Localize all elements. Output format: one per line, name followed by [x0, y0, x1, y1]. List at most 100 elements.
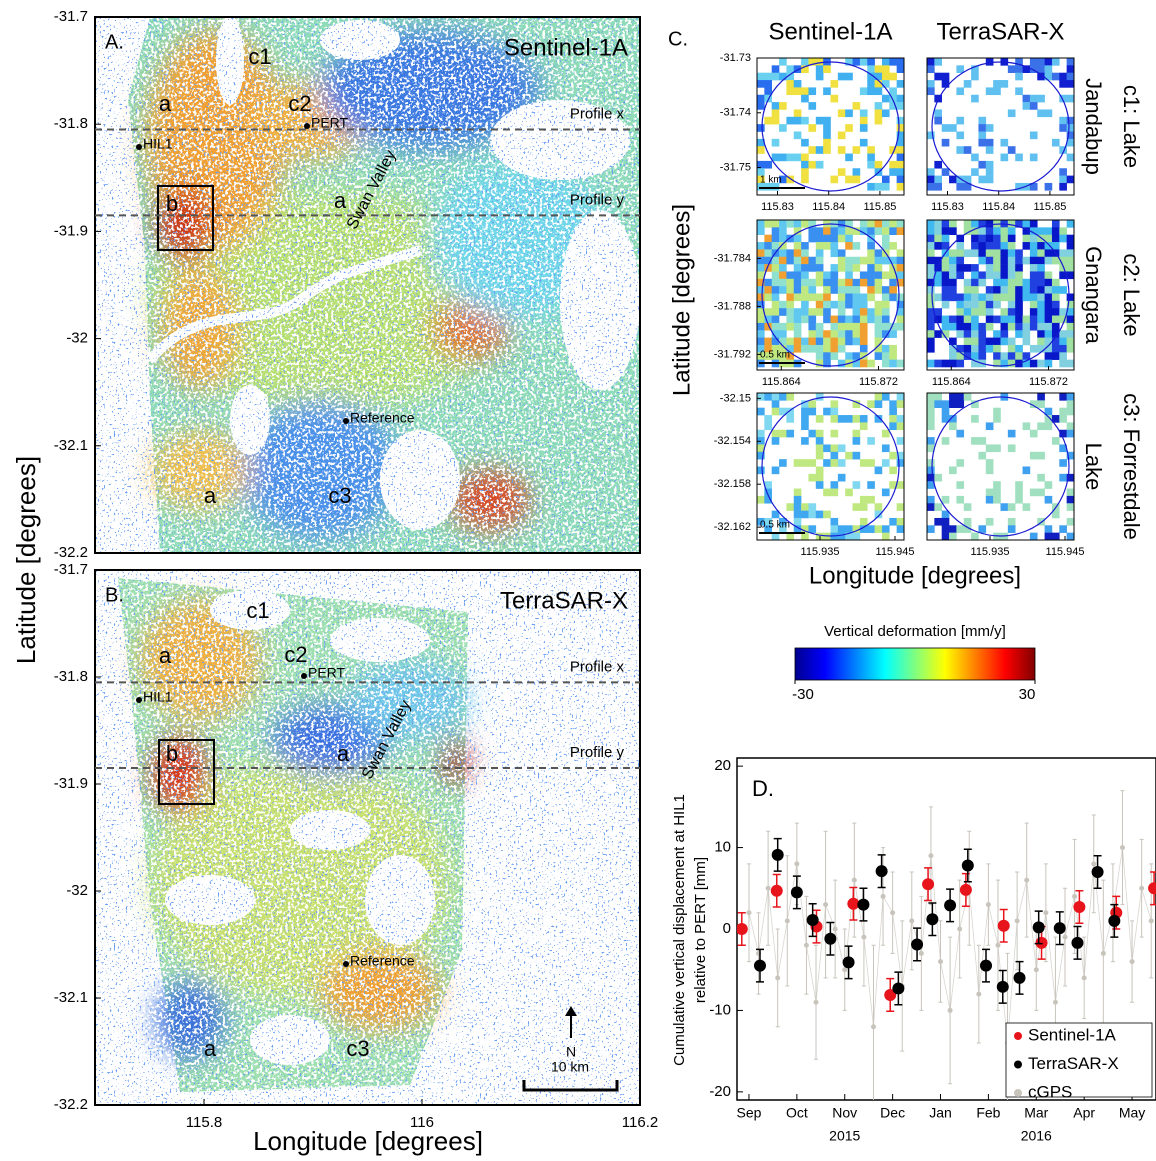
pixel	[985, 264, 994, 272]
pixel	[779, 256, 787, 265]
pixel	[927, 227, 935, 235]
pixel	[793, 264, 802, 272]
pixel	[830, 242, 839, 250]
pixel	[1066, 407, 1075, 416]
pixel	[830, 481, 839, 489]
pixel	[1007, 65, 1016, 73]
pixel	[867, 65, 875, 73]
pixel	[985, 271, 994, 280]
pixel	[1007, 220, 1016, 228]
pixel	[779, 220, 787, 228]
pixel	[881, 227, 890, 235]
pixel	[896, 459, 905, 467]
pixel	[764, 344, 772, 353]
pixel	[941, 407, 950, 416]
point	[875, 865, 888, 878]
pixel	[874, 393, 883, 401]
pixel	[963, 227, 972, 235]
pixel	[881, 330, 890, 338]
pixel	[757, 315, 765, 324]
pixel	[1029, 532, 1038, 541]
pixel	[896, 80, 905, 88]
pixel	[1037, 94, 1045, 103]
pixel	[823, 234, 831, 243]
pixel	[985, 249, 994, 258]
pixel	[1059, 407, 1067, 416]
x-tick-label: 115.85	[864, 201, 897, 213]
pixel	[1059, 249, 1067, 258]
pixel	[823, 352, 831, 360]
pixel	[1059, 359, 1067, 368]
pixel	[1007, 249, 1016, 258]
pixel	[779, 153, 787, 162]
pixel	[949, 227, 957, 235]
pixel	[867, 242, 875, 250]
pixel	[993, 415, 1001, 423]
pixel	[1029, 286, 1038, 294]
pixel	[993, 359, 1001, 368]
annotation: a	[159, 643, 172, 668]
pixel	[949, 271, 957, 280]
pixel	[934, 308, 942, 316]
pixel	[971, 271, 979, 280]
pixel	[764, 182, 772, 191]
pixel	[786, 352, 795, 360]
pixel	[764, 264, 772, 272]
pixel	[1029, 153, 1038, 162]
pixel	[771, 330, 780, 338]
pixel	[993, 315, 1001, 324]
pixel	[801, 532, 809, 541]
pixel	[889, 220, 897, 228]
pixel	[808, 510, 817, 519]
station	[343, 961, 349, 967]
pixel	[1000, 293, 1009, 302]
pixel	[786, 429, 795, 438]
pixel	[927, 242, 935, 250]
pixel	[963, 220, 972, 228]
pixel	[757, 264, 765, 272]
pixel	[956, 131, 965, 140]
pixel	[896, 517, 905, 526]
pixel	[1044, 227, 1053, 235]
pixel	[1022, 422, 1031, 431]
pixel	[859, 227, 868, 235]
pixel	[808, 102, 817, 110]
pixel	[757, 80, 765, 88]
pixel	[1066, 175, 1075, 184]
pixel	[881, 532, 890, 541]
pixel	[1037, 72, 1045, 81]
y-tick-label: -31.73	[720, 52, 751, 64]
pixel	[808, 344, 817, 353]
pixel	[1051, 227, 1060, 235]
pixel	[874, 300, 883, 309]
pixel	[1066, 249, 1075, 258]
pixel	[793, 227, 802, 235]
legend-marker	[1014, 1089, 1022, 1097]
pixel	[815, 337, 824, 346]
pixel	[956, 525, 965, 533]
pixel	[927, 503, 935, 511]
pixel	[1051, 352, 1060, 360]
pixel	[927, 293, 935, 302]
inset-box	[157, 185, 214, 251]
pixel	[963, 344, 972, 353]
inset-raster	[757, 393, 905, 541]
inset-raster	[927, 393, 1075, 541]
pixel	[1007, 344, 1016, 353]
pixel	[859, 300, 868, 309]
pixel	[941, 300, 950, 309]
pixel	[971, 278, 979, 287]
pixel	[1037, 58, 1045, 66]
pixel	[1000, 330, 1009, 338]
pixel	[993, 293, 1001, 302]
pixel	[771, 393, 780, 401]
pixel	[927, 437, 935, 445]
pixel	[867, 293, 875, 302]
pixel	[771, 466, 780, 475]
pixel	[1007, 525, 1016, 533]
pixel	[971, 94, 979, 103]
pixel	[1022, 352, 1031, 360]
pixel	[845, 109, 853, 118]
pixel	[837, 300, 846, 309]
pixel	[757, 249, 765, 258]
